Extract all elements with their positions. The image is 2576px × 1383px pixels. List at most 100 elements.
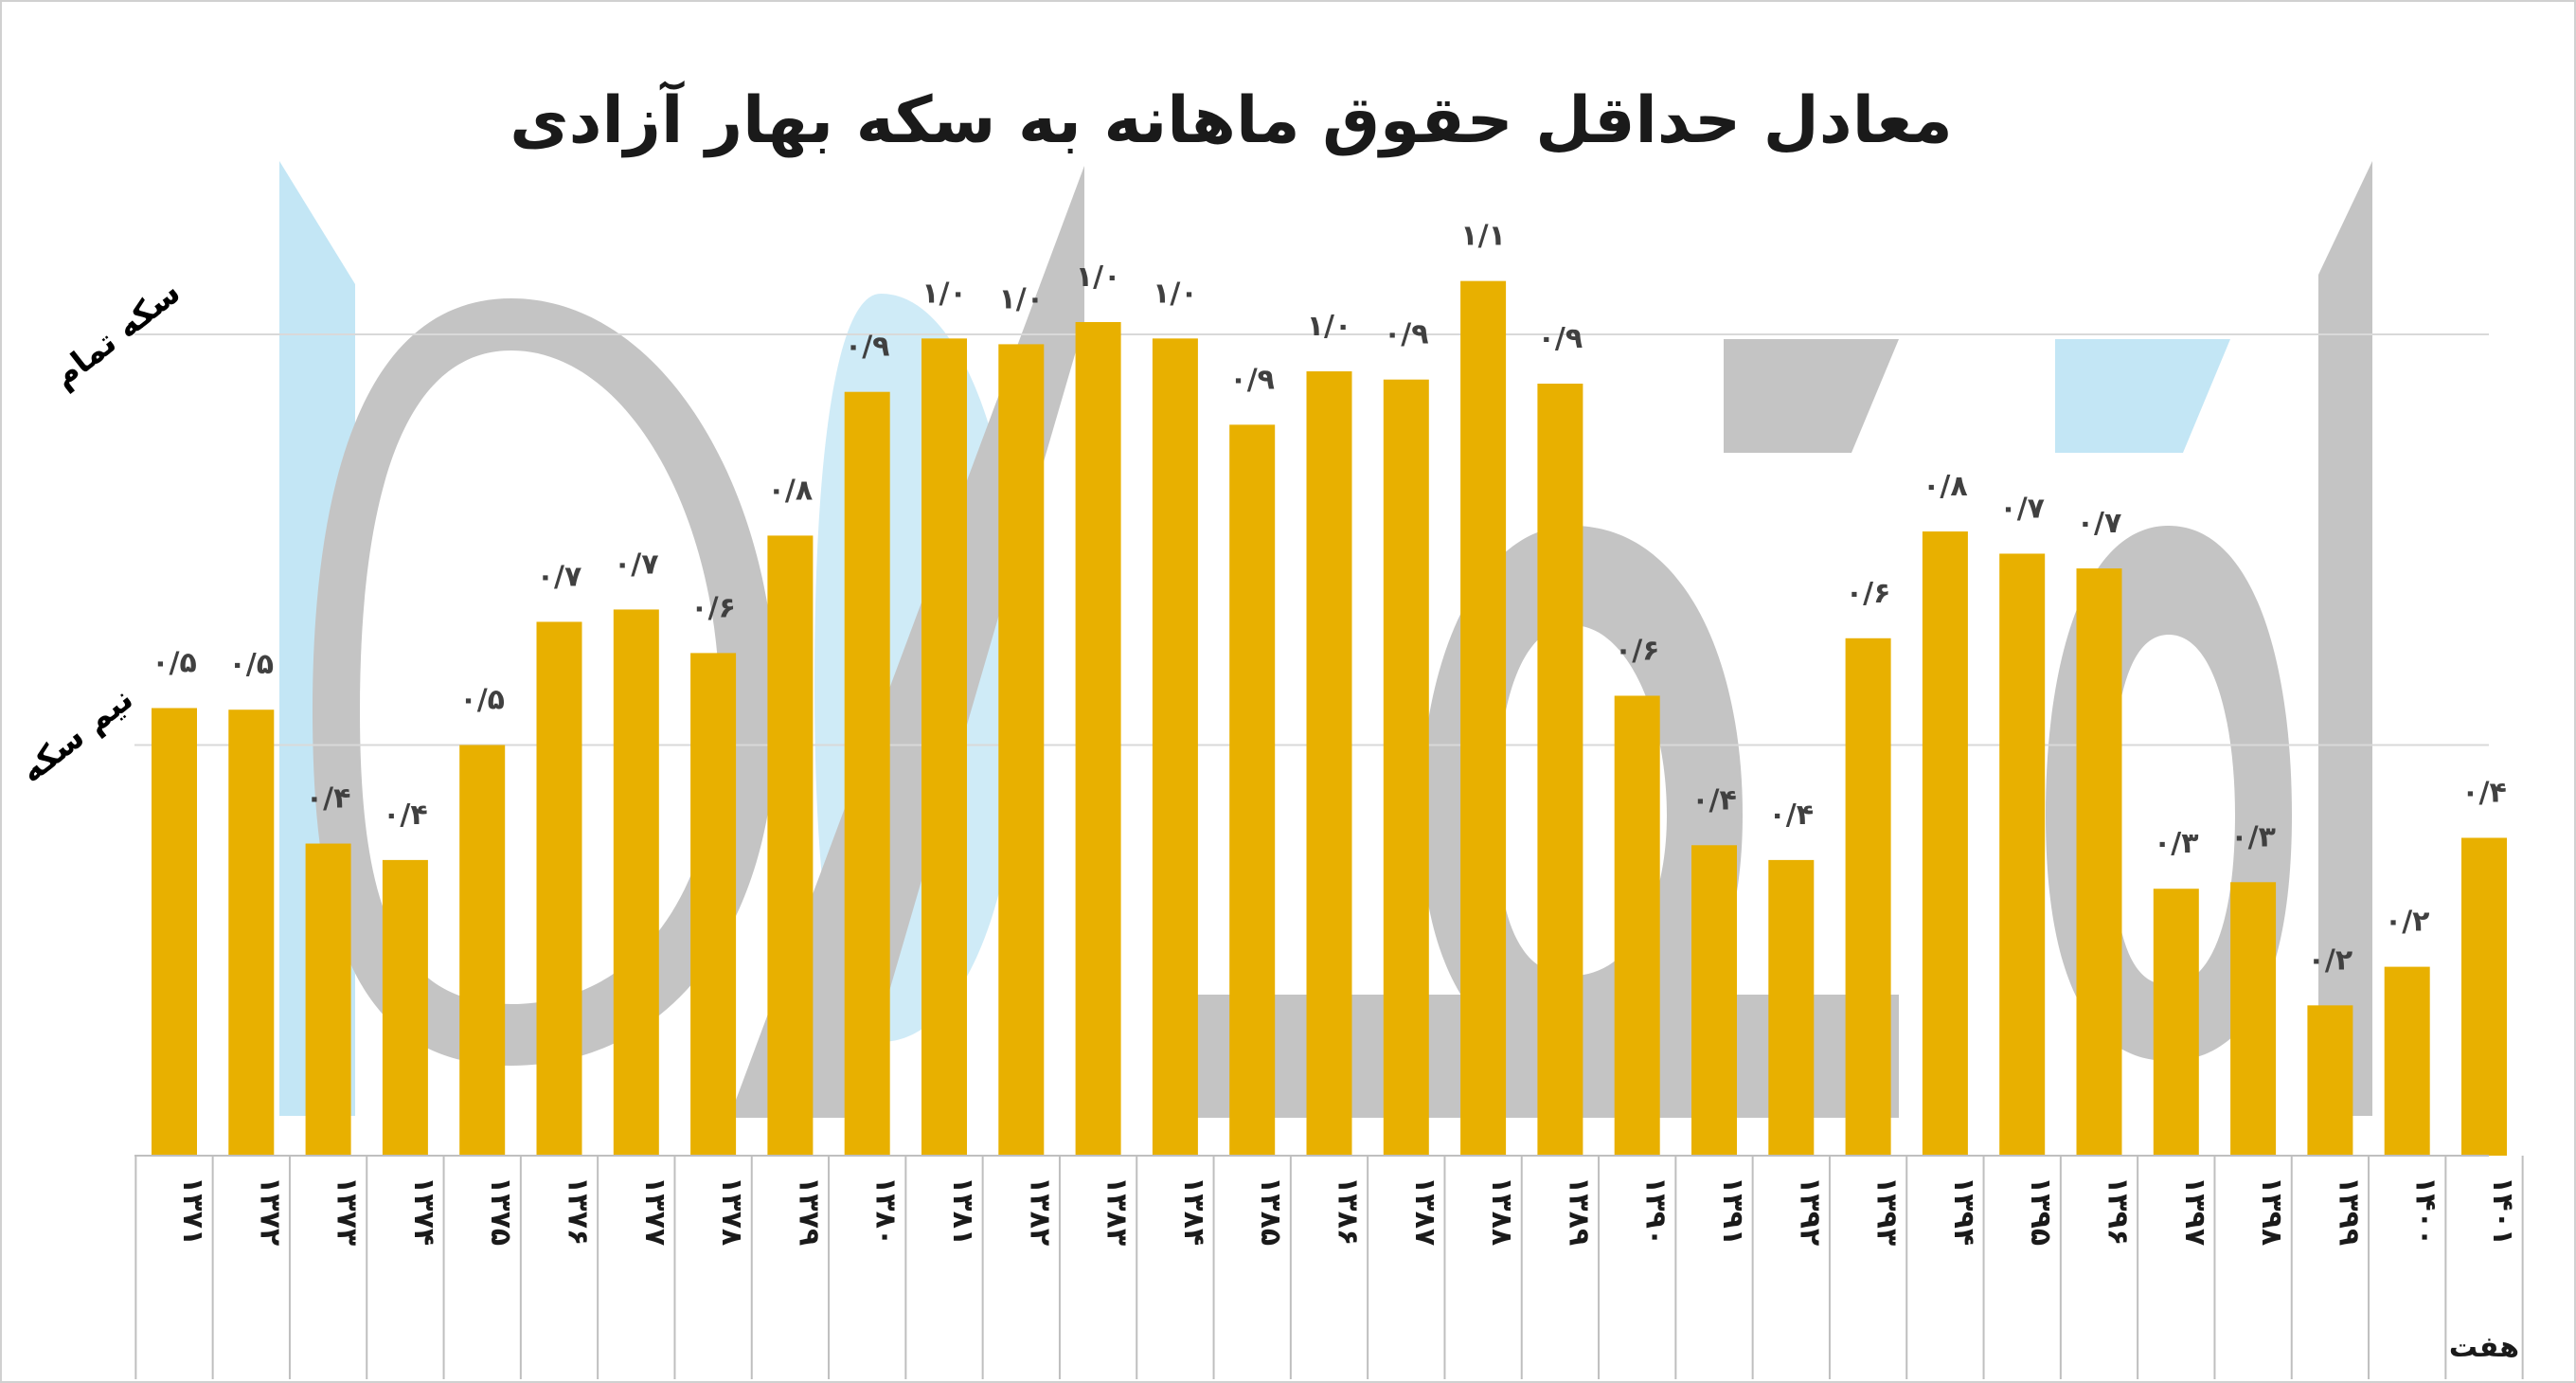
bar [2461, 837, 2507, 1156]
x-tick-label: ۱۳۸۷ [1408, 1176, 1441, 1246]
x-tick-label: ۱۳۷۸ [715, 1176, 748, 1246]
x-tick-label: ۱۳۸۰ [869, 1176, 903, 1246]
x-tick-label: ۱۳۷۲ [253, 1176, 286, 1246]
bar [1460, 280, 1507, 1156]
bars [152, 280, 2507, 1157]
data-label: ۰/۴ [306, 782, 351, 816]
bar [459, 745, 506, 1156]
data-label: ۱/۰ [999, 282, 1045, 315]
bar [536, 621, 582, 1156]
data-label: ۰/۹ [845, 331, 890, 364]
data-label: ۰/۹ [1538, 322, 1583, 355]
data-label: ۰/۷ [614, 548, 659, 581]
data-label: ۰/۹ [1229, 363, 1275, 396]
data-label: ۰/۴ [2461, 776, 2507, 809]
data-label: ۰/۸ [1923, 470, 1968, 503]
watermark-gray-pillar [2318, 161, 2372, 1116]
bar [305, 843, 351, 1156]
bar [1614, 695, 1660, 1156]
x-tick-label: ۱۳۸۲ [1023, 1176, 1056, 1246]
x-tick-label: ۱۳۹۲ [1793, 1176, 1826, 1246]
bar [1075, 321, 1121, 1156]
data-label: ۰/۹ [1384, 318, 1429, 351]
bar [1152, 338, 1198, 1157]
reference-label: نیم سکه [13, 680, 140, 791]
x-tick-label: ۱۳۷۱ [176, 1176, 209, 1246]
x-tick-label: ۱۳۹۶ [2102, 1176, 2135, 1246]
bar [1845, 638, 1891, 1156]
x-tick-label: ۱۳۹۹ [2332, 1176, 2365, 1246]
x-tick-label: ۱۳۹۸ [2255, 1176, 2288, 1246]
data-label: ۰/۷ [1999, 492, 2045, 525]
data-label: ۰/۳ [2154, 827, 2199, 860]
x-tick-label: ۱۳۹۴ [1947, 1176, 1980, 1246]
bar [2076, 568, 2122, 1156]
x-tick-label: ۱۳۹۰ [1639, 1176, 1673, 1246]
bar [690, 653, 737, 1156]
x-tick-label: ۱۳۸۱ [946, 1176, 979, 1246]
data-labels: ۰/۵ ۰/۵ ۰/۴ ۰/۴ ۰/۵ ۰/۷ ۰/۷ ۰/۶ ۰/۸ ۰/۹ ۱/۰ ۱/۰ ۱/۰ ۱… [152, 220, 2507, 978]
x-axis: ۱۳۷۱ ۱۳۷۲ ۱۳۷۳ ۱۳۷۴ ۱۳۷۵ ۱۳۷۶ ۱۳۷۷ ۱۳۷۸ ۱۳۷۹ ۱۳۸۰… [134, 1155, 2524, 1379]
bar [1383, 379, 1429, 1156]
data-label: ۰/۷ [537, 560, 582, 593]
data-label: ۰/۷ [2077, 507, 2122, 540]
bar [613, 609, 659, 1156]
data-label: ۰/۶ [690, 591, 736, 624]
data-label: ۱/۰ [1153, 277, 1198, 310]
x-tick-label: ۱۳۹۵ [2024, 1176, 2057, 1246]
bar [2307, 1005, 2353, 1156]
bar [1999, 553, 2046, 1156]
x-tick-label: ۱۳۹۳ [1870, 1176, 1904, 1246]
data-label: ۰/۸ [768, 474, 814, 507]
data-label: ۰/۴ [1769, 799, 1815, 832]
bar [2153, 889, 2199, 1156]
x-tick-label: ۱۳۸۶ [1332, 1176, 1365, 1246]
bar [1229, 424, 1276, 1156]
bar [382, 859, 428, 1156]
data-label: ۰/۴ [1691, 783, 1737, 817]
data-label: ۰/۲ [2308, 943, 2353, 977]
x-tick-label: ۱۳۷۵ [484, 1176, 517, 1246]
data-label: ۰/۵ [152, 646, 197, 679]
bar [1768, 859, 1815, 1156]
bar [767, 535, 814, 1156]
x-tick-label: ۱۳۸۵ [1254, 1176, 1287, 1246]
x-tick-label: ۱۳۷۶ [562, 1176, 595, 1246]
watermark-gray-bracket [1724, 339, 1899, 453]
data-label: ۰/۳ [2230, 820, 2276, 853]
x-tick-label: ۱۳۸۹ [1562, 1176, 1595, 1246]
bar [1537, 384, 1583, 1156]
last-category-note: هفت [2449, 1331, 2519, 1364]
bar [998, 344, 1045, 1156]
x-tick-label: ۱۴۰۱ [2486, 1176, 2519, 1246]
data-label: ۰/۵ [459, 684, 505, 717]
watermark-blue-bracket [2055, 339, 2230, 453]
x-tick-label: ۱۴۰۰ [2409, 1176, 2442, 1246]
bar [1691, 845, 1737, 1156]
bar [844, 391, 890, 1156]
x-tick-label: ۱۳۹۱ [1716, 1176, 1749, 1246]
data-label: ۰/۶ [1846, 577, 1891, 610]
chart-title: معادل حداقل حقوق ماهانه به سکه بهار آزاد… [510, 80, 1952, 158]
bar [152, 708, 197, 1156]
x-tick-label: ۱۳۷۳ [331, 1176, 364, 1246]
data-label: ۱/۰ [1307, 310, 1352, 343]
watermark-gray-slash [729, 166, 1084, 1118]
x-tick-label: ۱۳۷۷ [638, 1176, 671, 1246]
data-label: ۰/۲ [2385, 906, 2430, 939]
x-tick-label: ۱۳۸۴ [1177, 1176, 1210, 1246]
bar [2230, 882, 2277, 1156]
bar [1922, 531, 1968, 1156]
x-tick-label: ۱۳۹۷ [2178, 1176, 2211, 1246]
data-label: ۱/۱ [1460, 220, 1506, 253]
x-tick-label: ۱۳۸۸ [1485, 1176, 1518, 1246]
x-tick-label: ۱۳۷۹ [792, 1176, 825, 1246]
bar [228, 709, 275, 1156]
data-label: ۰/۵ [229, 648, 275, 681]
x-tick-label: ۱۳۸۳ [1100, 1176, 1134, 1246]
x-tick-label: ۱۳۷۴ [407, 1176, 440, 1246]
data-label: ۰/۶ [1615, 634, 1660, 667]
data-label: ۰/۴ [383, 799, 428, 832]
bar [2384, 966, 2430, 1156]
